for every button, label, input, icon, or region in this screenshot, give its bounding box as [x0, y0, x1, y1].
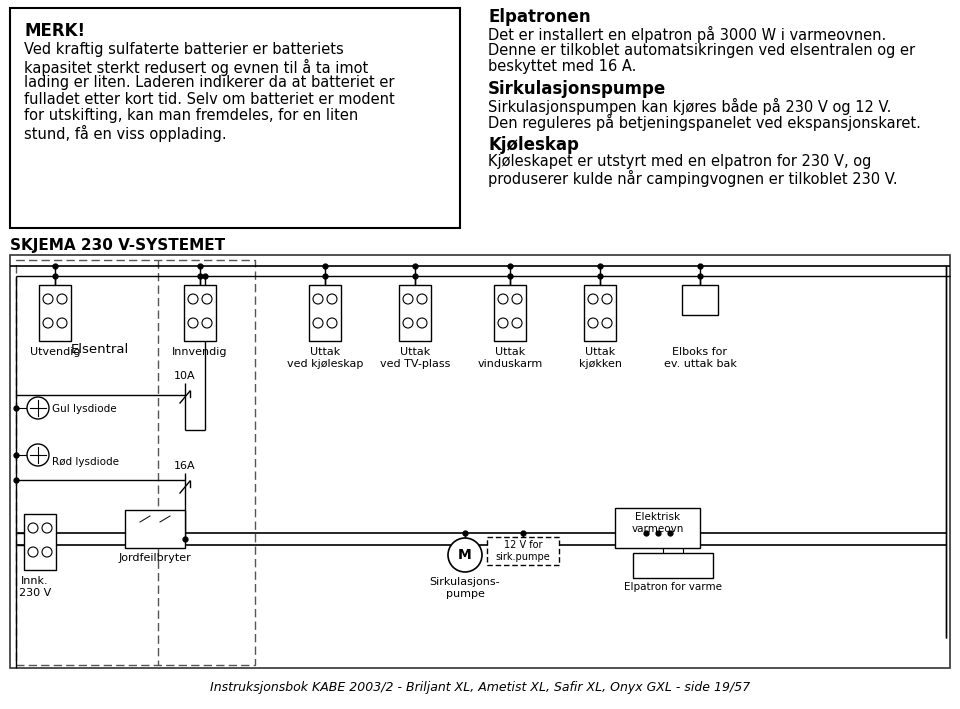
Circle shape	[42, 547, 52, 557]
Circle shape	[57, 294, 67, 304]
Text: Instruksjonsbok KABE 2003/2 - Briljant XL, Ametist XL, Safir XL, Onyx GXL - side: Instruksjonsbok KABE 2003/2 - Briljant X…	[210, 681, 750, 694]
Circle shape	[498, 318, 508, 328]
Text: 16A: 16A	[174, 461, 196, 471]
Text: Jordfeilbryter: Jordfeilbryter	[119, 553, 191, 563]
Circle shape	[27, 397, 49, 419]
Bar	[487, 537, 559, 565]
Circle shape	[43, 318, 53, 328]
Text: Elpatron for varme: Elpatron for varme	[623, 582, 722, 592]
Text: Rød lysdiode: Rød lysdiode	[52, 457, 119, 467]
Circle shape	[42, 523, 52, 533]
Circle shape	[27, 444, 49, 466]
Circle shape	[403, 318, 413, 328]
Circle shape	[28, 547, 38, 557]
Text: Elsentral: Elsentral	[71, 343, 130, 356]
Circle shape	[188, 318, 198, 328]
Text: Uttak
vinduskarm: Uttak vinduskarm	[477, 347, 542, 369]
Text: Sirkulasjons-
pumpe: Sirkulasjons- pumpe	[430, 577, 500, 598]
Text: kapasitet sterkt redusert og evnen til å ta imot: kapasitet sterkt redusert og evnen til å…	[24, 59, 369, 76]
Circle shape	[403, 294, 413, 304]
Circle shape	[43, 294, 53, 304]
Bar	[10, 255, 950, 668]
Bar	[24, 514, 56, 570]
Bar	[633, 553, 712, 578]
Text: Elektrisk
varmeovn: Elektrisk varmeovn	[632, 512, 684, 534]
Bar	[494, 285, 526, 341]
Text: Uttak
ved kjøleskap: Uttak ved kjøleskap	[287, 347, 363, 369]
Text: SKJEMA 230 V-SYSTEMET: SKJEMA 230 V-SYSTEMET	[10, 238, 226, 253]
Text: lading er liten. Laderen indikerer da at batteriet er: lading er liten. Laderen indikerer da at…	[24, 75, 395, 90]
Text: Ved kraftig sulfaterte batterier er batteriets: Ved kraftig sulfaterte batterier er batt…	[24, 42, 344, 57]
Text: stund, få en viss opplading.: stund, få en viss opplading.	[24, 125, 227, 142]
Text: produserer kulde når campingvognen er tilkoblet 230 V.: produserer kulde når campingvognen er ti…	[488, 170, 898, 187]
Text: Denne er tilkoblet automatsikringen ved elsentralen og er: Denne er tilkoblet automatsikringen ved …	[488, 43, 915, 58]
Text: M: M	[458, 548, 472, 562]
Text: Sirkulasjonspumpen kan kjøres både på 230 V og 12 V.: Sirkulasjonspumpen kan kjøres både på 23…	[488, 98, 892, 115]
Bar	[125, 510, 185, 548]
Circle shape	[202, 294, 212, 304]
Circle shape	[588, 294, 598, 304]
Circle shape	[512, 318, 522, 328]
Circle shape	[327, 294, 337, 304]
Text: for utskifting, kan man fremdeles, for en liten: for utskifting, kan man fremdeles, for e…	[24, 108, 358, 123]
Circle shape	[327, 318, 337, 328]
Circle shape	[188, 294, 198, 304]
Circle shape	[417, 318, 427, 328]
Circle shape	[498, 294, 508, 304]
Circle shape	[588, 318, 598, 328]
Circle shape	[57, 318, 67, 328]
Text: Den reguleres på betjeningspanelet ved ekspansjonskaret.: Den reguleres på betjeningspanelet ved e…	[488, 114, 921, 131]
Text: 12 V for
sirk.pumpe: 12 V for sirk.pumpe	[495, 540, 550, 562]
Text: Gul lysdiode: Gul lysdiode	[52, 404, 116, 414]
Bar	[615, 508, 700, 548]
Circle shape	[313, 294, 323, 304]
Text: fulladet etter kort tid. Selv om batteriet er modent: fulladet etter kort tid. Selv om batteri…	[24, 91, 395, 106]
Circle shape	[448, 538, 482, 572]
Circle shape	[512, 294, 522, 304]
Text: Sirkulasjonspumpe: Sirkulasjonspumpe	[488, 80, 666, 98]
Bar	[16, 260, 255, 665]
Text: Kjøleskapet er utstyrt med en elpatron for 230 V, og: Kjøleskapet er utstyrt med en elpatron f…	[488, 154, 872, 169]
Text: beskyttet med 16 A.: beskyttet med 16 A.	[488, 59, 636, 74]
Text: Elpatronen: Elpatronen	[488, 8, 590, 26]
Text: Uttak
ved TV-plass: Uttak ved TV-plass	[380, 347, 450, 369]
Text: Innk.
230 V: Innk. 230 V	[19, 576, 51, 598]
Circle shape	[602, 318, 612, 328]
Bar	[309, 285, 341, 341]
Circle shape	[602, 294, 612, 304]
Bar	[584, 285, 616, 341]
Circle shape	[202, 318, 212, 328]
Bar	[10, 8, 460, 228]
Circle shape	[313, 318, 323, 328]
Bar	[184, 285, 216, 341]
Circle shape	[417, 294, 427, 304]
Text: 10A: 10A	[174, 371, 196, 381]
Text: Utvendig: Utvendig	[30, 347, 81, 357]
Circle shape	[28, 523, 38, 533]
Text: Innvendig: Innvendig	[172, 347, 228, 357]
Text: MERK!: MERK!	[24, 22, 85, 40]
Bar	[39, 285, 71, 341]
Bar	[399, 285, 431, 341]
Text: Uttak
kjøkken: Uttak kjøkken	[579, 347, 621, 369]
Text: Kjøleskap: Kjøleskap	[488, 136, 579, 154]
Text: Det er installert en elpatron på 3000 W i varmeovnen.: Det er installert en elpatron på 3000 W …	[488, 26, 886, 43]
Text: Elboks for
ev. uttak bak: Elboks for ev. uttak bak	[663, 347, 736, 369]
Bar	[682, 285, 718, 315]
